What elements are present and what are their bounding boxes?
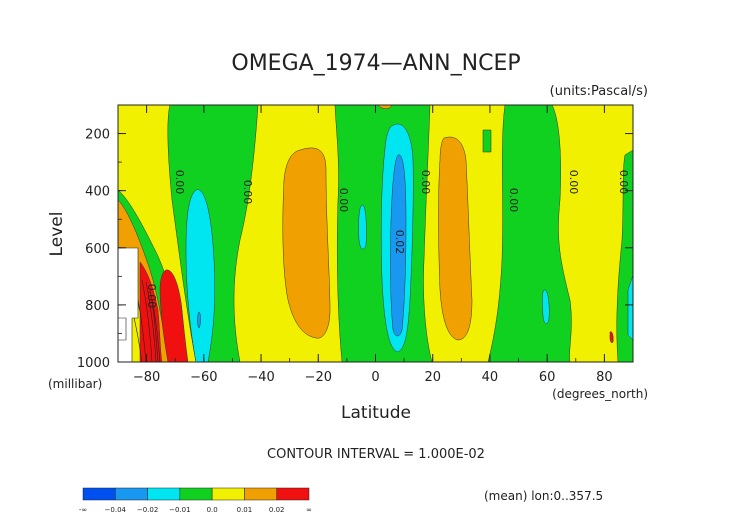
x-tick-label: 60 — [539, 370, 556, 385]
colorbar-swatch — [115, 487, 148, 501]
contour-label: 0.00 — [419, 170, 432, 195]
y-tick-label: 800 — [85, 299, 110, 314]
band-cyan-sh — [185, 189, 215, 362]
colorbar-label: ∞ — [306, 506, 312, 514]
contour-label: 0.02 — [393, 230, 406, 255]
colorbar-swatch — [276, 487, 310, 501]
x-axis-units: (degrees_north) — [552, 387, 648, 401]
y-tick-label: 200 — [85, 128, 110, 143]
band-green-islet — [482, 129, 492, 153]
contour-interval-label: CONTOUR INTERVAL = 1.000E-02 — [267, 447, 485, 462]
contour-label: 0.00 — [507, 188, 520, 213]
band-green-nh-mid — [487, 105, 572, 362]
x-tick-label: 80 — [596, 370, 613, 385]
x-tick-label: 40 — [482, 370, 499, 385]
contour-label: 0.00 — [145, 284, 158, 309]
x-tick-label: 0 — [371, 370, 379, 385]
y-tick-label: 400 — [85, 185, 110, 200]
colorbar-label: 0.02 — [269, 506, 285, 514]
colorbar-label: 0.01 — [237, 506, 253, 514]
band-cyan-nh — [542, 289, 550, 324]
y-axis-label: Level — [47, 212, 67, 257]
contour-label: 0.00 — [617, 170, 630, 195]
colorbar-swatch — [244, 487, 277, 501]
chart-title: OMEGA_1974—ANN_NCEP — [231, 51, 520, 76]
band-blue-tropics — [390, 154, 407, 337]
y-tick-label: 1000 — [77, 356, 110, 371]
footer-note: (mean) lon:0..357.5 — [484, 489, 603, 503]
y-axis-units: (millibar) — [48, 377, 102, 391]
band-red-thin — [609, 331, 614, 344]
contour-label: 0.00 — [567, 170, 580, 195]
band-cyan-small — [358, 204, 367, 250]
band-orange-sh — [282, 147, 331, 339]
band-cyan-edge — [627, 274, 633, 341]
colorbar-swatch — [179, 487, 213, 501]
x-tick-label: −20 — [305, 370, 332, 385]
colorbar-swatch — [147, 487, 181, 501]
contour-labels: 0.00 0.00 0.00 0.00 0.00 0.00 0.00 0.02 0.00 — [145, 170, 630, 309]
y-axis: 200 400 600 800 1000 — [77, 104, 633, 371]
contour-label: 0.00 — [337, 188, 350, 213]
contour-label: 0.00 — [241, 180, 254, 205]
undefined-region-blocks — [118, 317, 127, 341]
x-axis: −80 −60 −40 −20 0 20 40 60 80 — [117, 105, 634, 385]
colorbar: -∞ −0.04 −0.02 −0.01 0.0 0.01 0.02 ∞ — [79, 487, 312, 514]
x-tick-label: −80 — [133, 370, 160, 385]
colorbar-swatch — [211, 487, 245, 501]
x-tick-label: 20 — [424, 370, 441, 385]
band-red-sh-polar-2 — [159, 269, 189, 362]
x-axis-label: Latitude — [341, 403, 411, 423]
colorbar-swatch — [82, 487, 116, 501]
units-label: (units:Pascal/s) — [550, 84, 648, 99]
contour-field — [118, 105, 633, 362]
colorbar-label: −0.04 — [105, 506, 127, 514]
colorbar-label: 0.0 — [207, 506, 218, 514]
colorbar-label: -∞ — [79, 506, 87, 514]
x-tick-label: −60 — [190, 370, 217, 385]
dense-contours — [133, 279, 161, 362]
band-blue-sh — [197, 311, 201, 329]
x-tick-label: −40 — [247, 370, 274, 385]
contour-label: 0.00 — [173, 170, 186, 195]
y-tick-label: 600 — [85, 242, 110, 257]
band-orange-nh — [438, 136, 473, 341]
colorbar-label: −0.01 — [169, 506, 190, 514]
colorbar-label: −0.02 — [137, 506, 158, 514]
